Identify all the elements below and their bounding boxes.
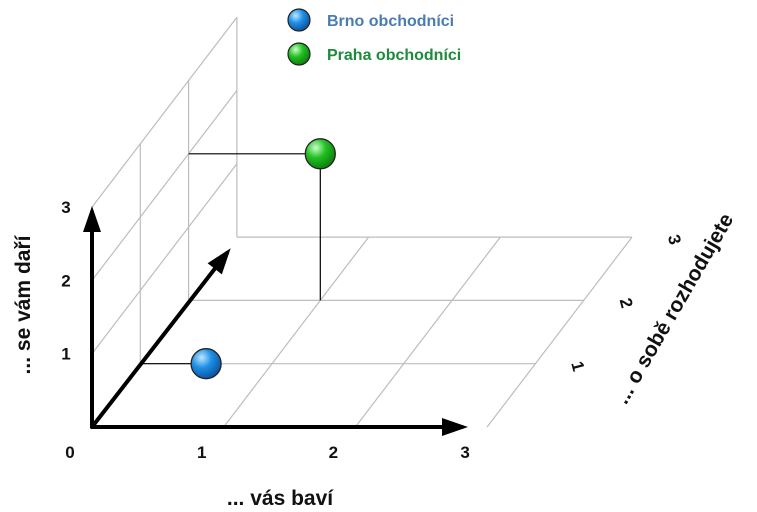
axes: [83, 206, 468, 436]
data-point: [304, 138, 336, 170]
wall-gridline-y3: [91, 16, 238, 208]
y-axis-arrowhead: [83, 206, 101, 232]
x-axis-label: ... vás baví: [227, 487, 334, 510]
z-tick-label: 2: [616, 296, 637, 310]
wall-gridline-y1: [91, 163, 238, 355]
floor-gridline-x3: [486, 236, 633, 428]
y-axis-label: ... se vám daří: [12, 234, 35, 374]
data-point: [190, 348, 222, 380]
x-tick-label: 3: [460, 443, 469, 462]
z-axis: [90, 251, 229, 429]
x-axis-arrowhead: [442, 418, 468, 436]
y-tick-label: 2: [61, 271, 70, 290]
x-tick-label: 0: [65, 443, 74, 462]
grid: [91, 16, 633, 428]
legend-label: Brno obchodníci: [327, 13, 454, 30]
data-points: [140, 138, 336, 380]
legend-marker: [287, 8, 311, 32]
wall-gridline-y2: [91, 90, 238, 281]
y-tick-label: 1: [61, 345, 70, 364]
legend-label: Praha obchodníci: [327, 47, 461, 64]
legend: Brno obchodníci Praha obchodníci: [287, 8, 461, 66]
z-tick-label: 1: [567, 359, 588, 373]
floor-gridline-x1: [223, 236, 370, 428]
z-axis-arrowhead: [207, 248, 231, 275]
floor-gridline-x2: [354, 236, 501, 428]
x-tick-label: 1: [197, 443, 206, 462]
legend-marker: [287, 42, 311, 66]
z-tick-label: 3: [664, 233, 685, 247]
y-tick-label: 3: [61, 198, 70, 217]
x-tick-label: 2: [329, 443, 338, 462]
